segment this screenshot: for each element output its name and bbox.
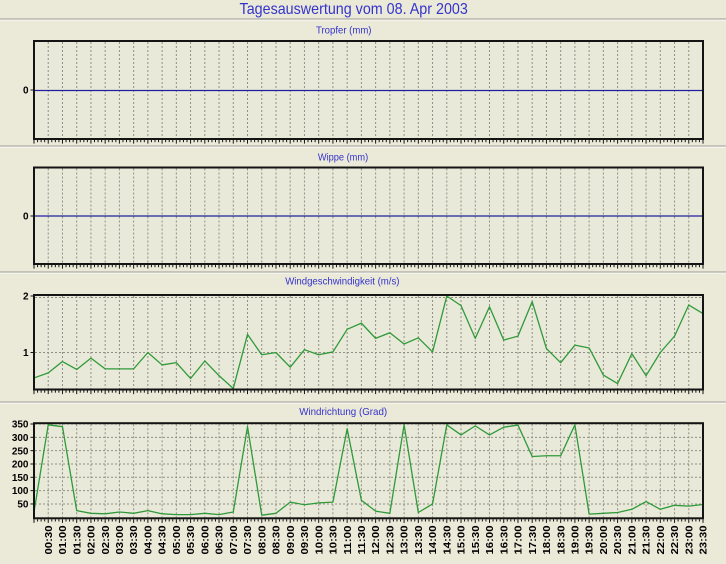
svg-text:50: 50 — [17, 500, 29, 511]
svg-text:18:30: 18:30 — [556, 525, 567, 554]
svg-text:2: 2 — [23, 292, 29, 303]
svg-text:150: 150 — [12, 473, 29, 484]
svg-text:08:30: 08:30 — [272, 525, 283, 554]
svg-text:13:00: 13:00 — [400, 525, 411, 554]
svg-text:11:30: 11:30 — [357, 525, 368, 555]
svg-text:07:30: 07:30 — [243, 525, 254, 554]
svg-text:14:30: 14:30 — [442, 525, 453, 554]
svg-text:200: 200 — [12, 460, 29, 471]
svg-text:12:30: 12:30 — [385, 525, 396, 554]
svg-text:Tagesauswertung vom 08. Apr 20: Tagesauswertung vom 08. Apr 2003 — [240, 1, 468, 18]
svg-text:05:30: 05:30 — [186, 525, 197, 554]
svg-text:14:00: 14:00 — [428, 525, 439, 554]
svg-text:10:00: 10:00 — [314, 525, 325, 554]
svg-text:06:30: 06:30 — [215, 525, 226, 554]
svg-text:100: 100 — [12, 486, 29, 497]
svg-text:22:30: 22:30 — [670, 525, 681, 554]
svg-text:06:00: 06:00 — [200, 525, 211, 554]
svg-text:22:00: 22:00 — [656, 525, 667, 554]
svg-text:Wippe (mm): Wippe (mm) — [318, 152, 368, 164]
svg-text:01:30: 01:30 — [72, 525, 83, 554]
svg-text:250: 250 — [12, 446, 29, 457]
svg-text:17:30: 17:30 — [528, 525, 539, 554]
svg-text:15:00: 15:00 — [457, 525, 468, 554]
svg-text:20:00: 20:00 — [599, 525, 610, 554]
svg-text:1: 1 — [23, 348, 29, 359]
svg-text:09:30: 09:30 — [300, 525, 311, 554]
svg-text:09:00: 09:00 — [286, 525, 297, 554]
svg-text:13:30: 13:30 — [414, 525, 425, 554]
svg-text:Tropfer (mm): Tropfer (mm) — [316, 25, 372, 37]
svg-text:00:30: 00:30 — [44, 525, 55, 554]
svg-text:19:30: 19:30 — [585, 525, 596, 554]
svg-text:16:30: 16:30 — [499, 525, 510, 554]
svg-text:15:30: 15:30 — [471, 525, 482, 554]
svg-text:01:00: 01:00 — [58, 525, 69, 554]
svg-text:23:00: 23:00 — [684, 525, 695, 554]
svg-text:03:00: 03:00 — [115, 525, 126, 554]
svg-text:21:30: 21:30 — [642, 525, 653, 554]
svg-text:18:00: 18:00 — [542, 525, 553, 554]
svg-text:03:30: 03:30 — [129, 525, 140, 554]
svg-text:Windgeschwindigkeit (m/s): Windgeschwindigkeit (m/s) — [285, 275, 399, 287]
svg-text:Windrichtung (Grad): Windrichtung (Grad) — [299, 406, 387, 418]
svg-text:11:00: 11:00 — [343, 525, 354, 555]
svg-text:17:00: 17:00 — [514, 525, 525, 554]
svg-text:04:00: 04:00 — [143, 525, 154, 554]
svg-text:350: 350 — [12, 420, 29, 431]
svg-text:02:00: 02:00 — [87, 525, 98, 554]
svg-text:20:30: 20:30 — [613, 525, 624, 554]
svg-text:10:30: 10:30 — [329, 525, 340, 554]
svg-text:0: 0 — [23, 86, 29, 97]
svg-text:12:00: 12:00 — [371, 525, 382, 554]
svg-text:21:00: 21:00 — [627, 525, 638, 554]
svg-text:300: 300 — [12, 433, 29, 444]
svg-text:16:00: 16:00 — [485, 525, 496, 554]
svg-text:05:00: 05:00 — [172, 525, 183, 554]
svg-text:0: 0 — [23, 212, 29, 223]
svg-text:19:00: 19:00 — [570, 525, 581, 554]
svg-text:23:30: 23:30 — [699, 525, 710, 554]
svg-text:04:30: 04:30 — [158, 525, 169, 554]
svg-text:07:00: 07:00 — [229, 525, 240, 554]
svg-text:08:00: 08:00 — [257, 525, 268, 554]
svg-text:02:30: 02:30 — [101, 525, 112, 554]
